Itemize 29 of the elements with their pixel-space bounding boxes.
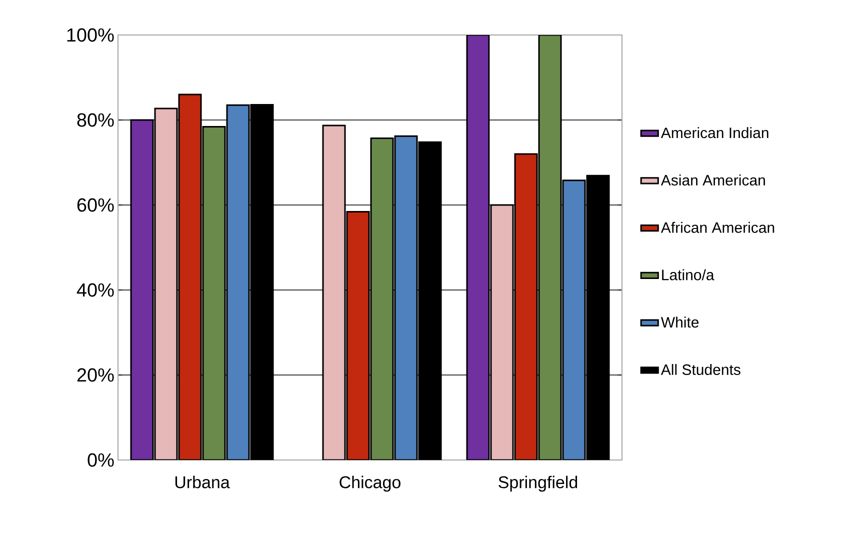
y-tick-label: 40%: [76, 283, 114, 297]
legend-label: Latino/a: [662, 269, 714, 280]
y-tick-label: 0%: [88, 453, 114, 467]
legend-label: All Students: [660, 364, 740, 375]
bar: [154, 108, 178, 460]
bar: [370, 138, 394, 460]
legend-label: American Indian: [660, 127, 768, 138]
y-tick-label: 60%: [77, 198, 114, 212]
bar: [514, 153, 538, 460]
legend-label: Asian American: [660, 174, 765, 186]
bar: [322, 124, 346, 460]
y-tick-label: 80%: [77, 113, 114, 127]
bar: [346, 211, 370, 460]
bar: [538, 35, 562, 460]
x-tick-label: Chicago: [340, 476, 400, 492]
x-tick-label: Urbana: [175, 476, 230, 488]
bar: [562, 180, 586, 460]
bar: [226, 104, 250, 460]
bar: [394, 135, 418, 460]
bar: [202, 126, 226, 460]
bar: [178, 94, 202, 460]
legend-label: African American: [660, 222, 774, 233]
bar: [130, 119, 154, 460]
bar: [490, 204, 514, 460]
legend-label: White: [660, 316, 699, 328]
x-tick-label: Springfield: [498, 476, 578, 492]
y-tick-label: 20%: [77, 368, 114, 382]
bar: [466, 35, 490, 460]
y-tick-label: 100%: [67, 28, 114, 42]
